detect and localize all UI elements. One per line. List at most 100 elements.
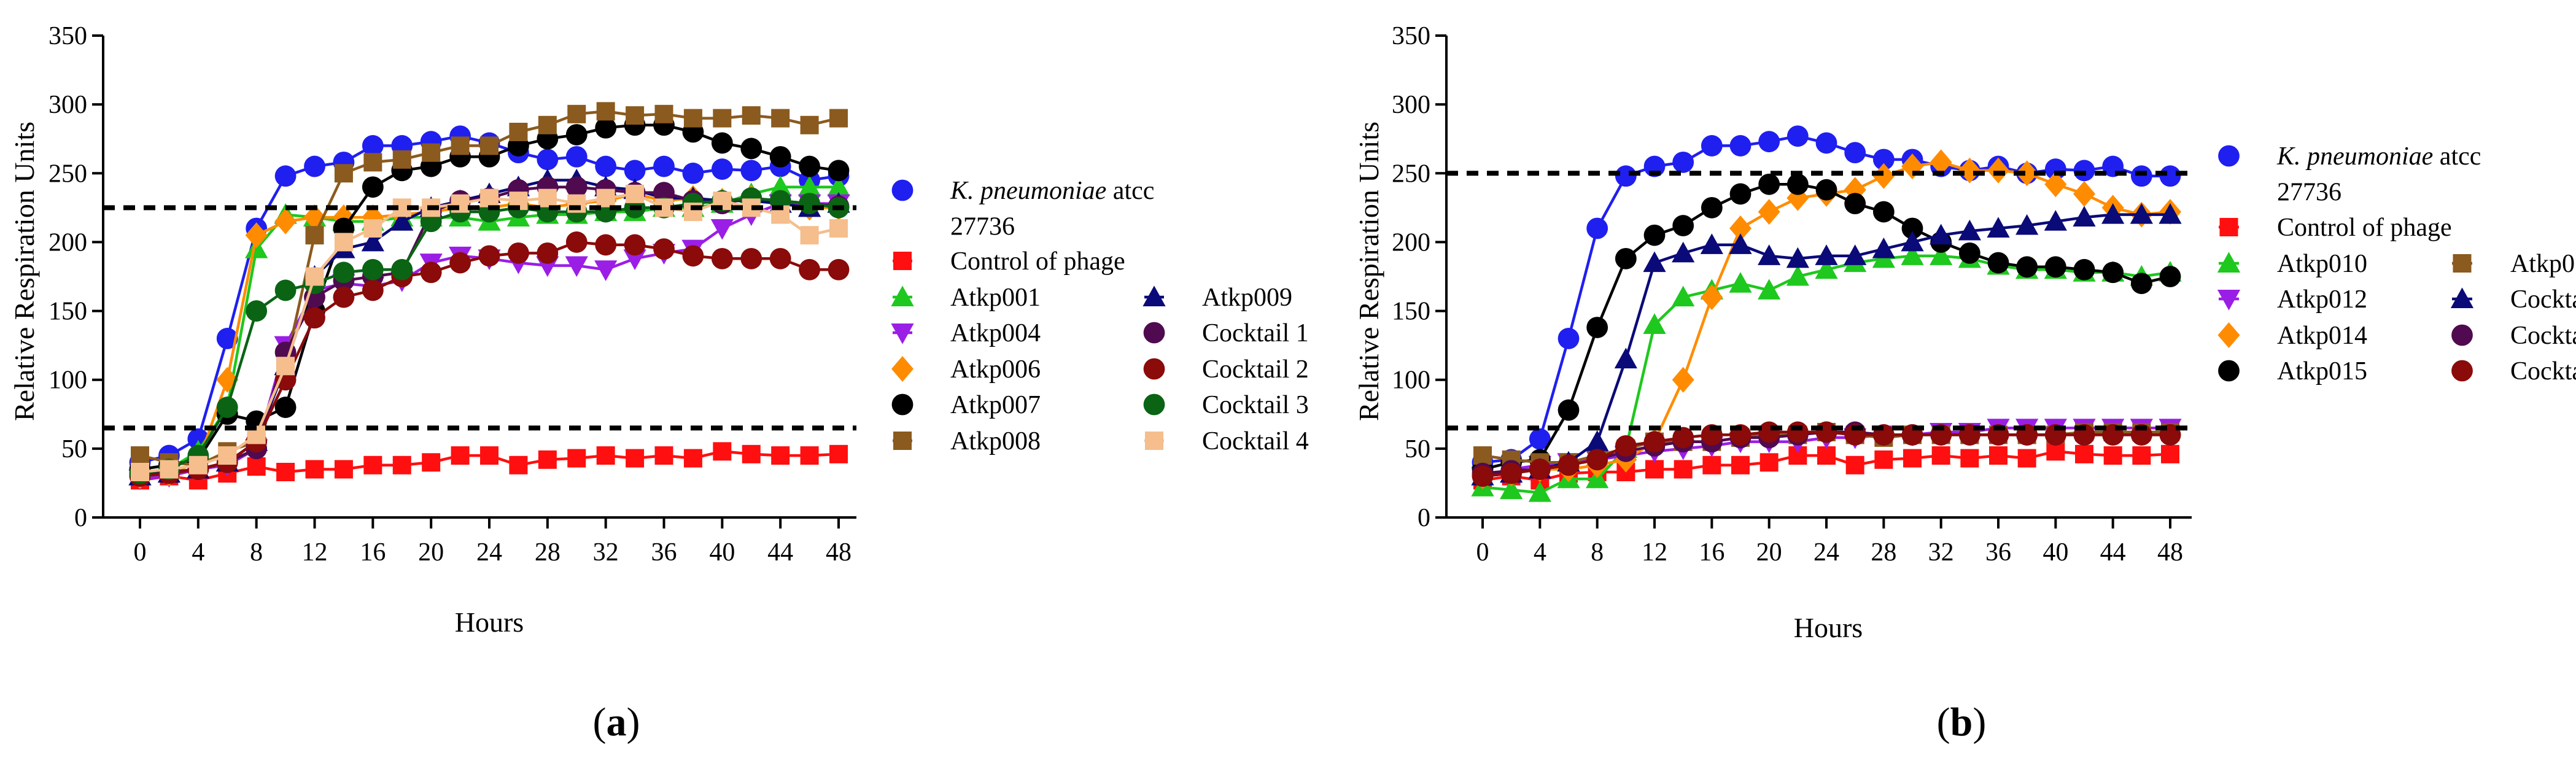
panel-a-data-point [596, 446, 615, 465]
panel-a-data-point [333, 286, 355, 308]
panel-b-y-tick-label: 300 [1392, 91, 1430, 119]
panel-b-legend-marker [2218, 360, 2240, 382]
panel-a-data-point [742, 106, 761, 125]
panel-b-y-tick-label: 250 [1392, 160, 1430, 188]
panel-a-legend-label: Cocktail 3 [1202, 391, 1309, 419]
panel-a-data-point [654, 446, 673, 465]
panel-b-y-tick-label: 0 [1418, 504, 1430, 532]
panel-b-legend-label: Atkp016 [2510, 250, 2576, 278]
panel-a-data-point [334, 233, 353, 252]
panel-a-x-tick-label: 40 [709, 538, 735, 567]
panel-b-data-point [1701, 135, 1723, 157]
panel-b-legend-label: Atkp015 [2277, 357, 2367, 385]
panel-a-data-point [363, 219, 382, 238]
panel-b-data-point [2073, 180, 2095, 207]
panel-b-data-point [2044, 171, 2067, 198]
panel-a-data-point [451, 136, 470, 155]
panel-a-x-axis-title: Hours [455, 606, 524, 638]
panel-a-y-tick-label: 0 [74, 504, 87, 532]
panel-a-data-point [508, 242, 529, 264]
panel-b-data-point [1901, 230, 1924, 252]
panel-a-data-point [420, 261, 442, 284]
panel-a-data-point [626, 449, 645, 468]
panel-a-legend-item: Atkp001 [891, 284, 1041, 312]
panel-b-data-point [1787, 173, 1809, 195]
panel-a-y-tick-label: 250 [48, 160, 87, 188]
panel-a-x-tick-label: 44 [767, 538, 793, 567]
panel-b-data-point [2101, 203, 2125, 224]
panel-b-data-point [1701, 284, 1723, 311]
panel-a-data-point [274, 397, 297, 418]
panel-b-x-tick-label: 4 [1534, 538, 1546, 567]
panel-b-data-point [1615, 165, 1637, 187]
panel-a-data-point [305, 460, 324, 479]
panel-a-legend-label: Cocktail 2 [1202, 355, 1309, 384]
panel-a-x-tick-label: 12 [302, 538, 328, 567]
panel-a-data-point [304, 307, 325, 329]
panel-b-data-point [1702, 455, 1721, 474]
panel-b-data-point [1844, 142, 1866, 164]
panel-b-data-point [1845, 455, 1864, 474]
panel-b-data-point [1615, 247, 1637, 269]
panel-b-data-point [1958, 242, 1980, 264]
panel-a-data-point [711, 247, 733, 269]
panel-a-data-point [829, 219, 848, 238]
panel-b-x-axis-title: Hours [1794, 612, 1863, 643]
panel-a-data-point [769, 247, 791, 269]
panel-b-data-point [1615, 435, 1637, 457]
panel-b-data-point [1729, 272, 1752, 293]
panel-a-legend-label: Cocktail 1 [1202, 319, 1309, 347]
panel-b-data-point [1844, 244, 1867, 265]
panel-a-series-line [139, 202, 839, 481]
panel-b-x-tick-label: 40 [2043, 538, 2068, 567]
panel-a-data-point [216, 397, 238, 418]
panel-b-series-5 [1472, 173, 2181, 480]
panel-b-legend-marker [2218, 145, 2240, 167]
panel-a-legend-label: Atkp004 [950, 319, 1041, 347]
panel-a-data-point [246, 300, 268, 322]
panel-a-data-point [392, 455, 411, 474]
panel-a-data-point [362, 258, 384, 281]
panel-a-x-tick-label: 32 [593, 538, 619, 567]
panel-a-legend-marker [1143, 322, 1165, 344]
panel-a-data-point [216, 328, 238, 349]
panel-a-data-point [362, 135, 384, 157]
panel-a-data-point [740, 247, 762, 269]
panel-b-legend-label: Atkp014 [2277, 322, 2367, 350]
panel-a-data-point [567, 104, 586, 123]
panel-a-data-point [565, 124, 588, 145]
panel-a-data-point [565, 145, 588, 168]
panel-b-data-point [1672, 241, 1695, 263]
panel-a-data-point [797, 176, 821, 196]
panel-a-legend-label: Atkp009 [1202, 284, 1292, 312]
panel-a-data-point [626, 106, 645, 125]
panel-a-legend-item: Cocktail 4 [1144, 427, 1309, 455]
panel-b-data-point [2044, 210, 2067, 231]
panel-a-data-point [131, 462, 149, 481]
panel-a-legend-item: Atkp008 [893, 427, 1041, 455]
panel-a-legend-marker [1143, 358, 1165, 380]
panel-b-x-tick-label: 0 [1476, 538, 1489, 567]
panel-a-legend-label: Atkp006 [950, 355, 1041, 384]
panel-a-x-tick-label: 24 [476, 538, 502, 567]
panel-a-x-tick-label: 28 [535, 538, 561, 567]
panel-a-data-point [390, 210, 414, 231]
panel-a-data-point [623, 249, 646, 270]
panel-b-data-point [1473, 446, 1492, 465]
panel-a-data-point [626, 184, 645, 203]
panel-b-legend-label-cont: 27736 [2277, 179, 2341, 207]
panel-a-legend-marker [891, 393, 914, 416]
panel-a-data-point [274, 279, 297, 301]
panel-b-data-point [1645, 460, 1664, 479]
panel-b-series-9 [1472, 421, 2181, 487]
panel-b-x-tick-label: 8 [1591, 538, 1604, 567]
panel-a-legend-marker [891, 356, 914, 382]
panel-a-label: (a) [593, 700, 640, 745]
panel-a-legend-label: Atkp008 [950, 427, 1041, 455]
panel-a-data-point [305, 226, 324, 245]
panel-b-data-point [1930, 149, 1952, 176]
panel-b-legend-item: Cocktail 6 [2451, 322, 2576, 350]
panel-b-data-point [1586, 449, 1608, 471]
panel-a-legend-label: Atkp007 [950, 391, 1041, 419]
panel-b-data-point [1729, 215, 1752, 241]
